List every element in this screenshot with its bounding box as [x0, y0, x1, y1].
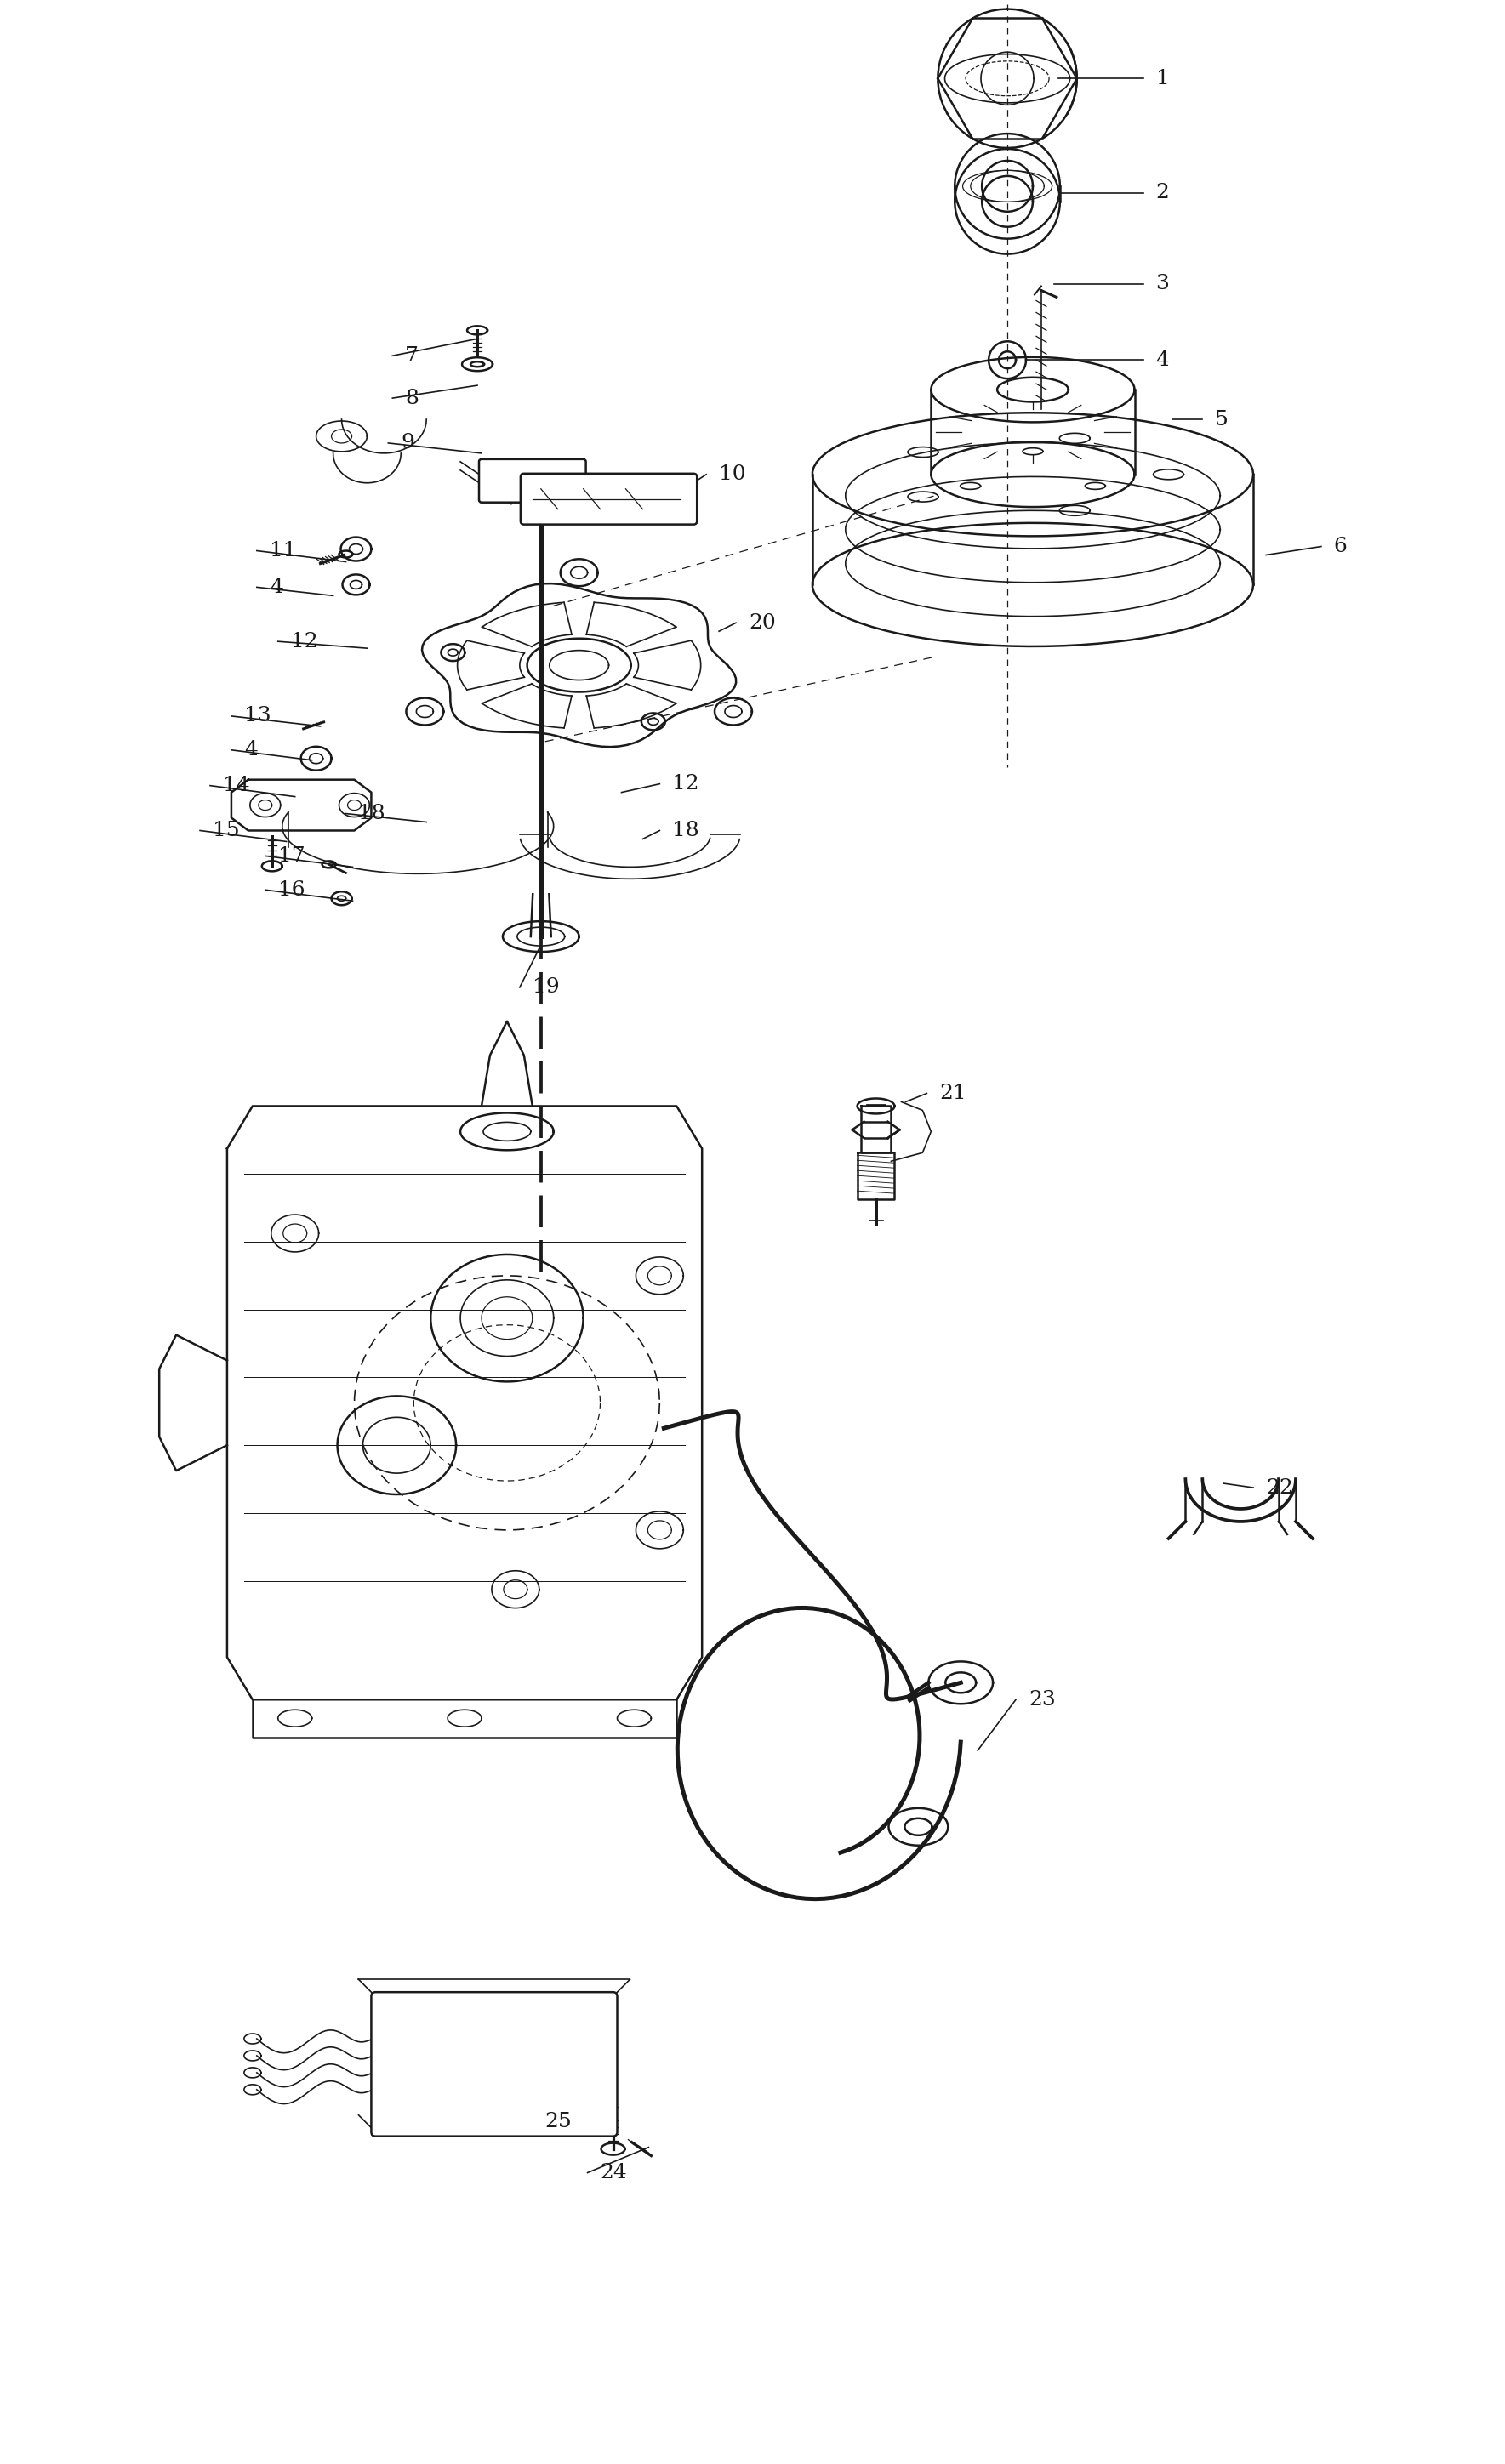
FancyBboxPatch shape — [479, 458, 585, 503]
Text: 24: 24 — [600, 2163, 628, 2183]
Text: 4: 4 — [269, 577, 283, 596]
Text: 2: 2 — [1156, 182, 1169, 202]
Text: 9: 9 — [400, 434, 414, 453]
Text: 16: 16 — [278, 880, 306, 899]
Text: 23: 23 — [1028, 1690, 1055, 1710]
Text: 15: 15 — [212, 821, 239, 840]
Text: 19: 19 — [533, 978, 560, 998]
Text: 3: 3 — [1156, 274, 1169, 293]
Text: 20: 20 — [748, 614, 775, 633]
Text: 7: 7 — [405, 345, 418, 365]
FancyBboxPatch shape — [521, 473, 697, 525]
Text: 5: 5 — [1215, 409, 1228, 429]
Text: 22: 22 — [1266, 1478, 1293, 1498]
Text: 18: 18 — [358, 803, 385, 823]
Text: 14: 14 — [223, 776, 250, 796]
Text: 6: 6 — [1333, 537, 1347, 557]
Text: 12: 12 — [290, 631, 318, 650]
Text: 11: 11 — [269, 542, 296, 559]
Text: 4: 4 — [1156, 350, 1169, 370]
FancyBboxPatch shape — [372, 1991, 617, 2136]
Text: 12: 12 — [673, 774, 700, 793]
Text: 17: 17 — [278, 845, 306, 865]
Text: 13: 13 — [244, 707, 271, 727]
Text: 10: 10 — [719, 466, 746, 485]
Text: 8: 8 — [405, 389, 418, 409]
Text: 25: 25 — [545, 2112, 572, 2131]
Text: 1: 1 — [1156, 69, 1169, 89]
Text: 21: 21 — [939, 1084, 966, 1104]
Text: 18: 18 — [673, 821, 700, 840]
Text: 4: 4 — [244, 739, 257, 759]
